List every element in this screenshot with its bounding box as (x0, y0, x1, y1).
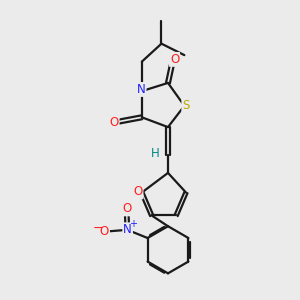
Text: O: O (110, 116, 118, 129)
Text: O: O (170, 53, 179, 66)
Text: +: + (129, 219, 137, 229)
Text: S: S (182, 99, 190, 112)
Text: O: O (100, 225, 109, 238)
Text: N: N (123, 223, 132, 236)
Text: −: − (93, 222, 103, 235)
Text: O: O (122, 202, 131, 215)
Text: O: O (133, 185, 142, 198)
Text: H: H (151, 147, 160, 161)
Text: N: N (137, 83, 146, 96)
